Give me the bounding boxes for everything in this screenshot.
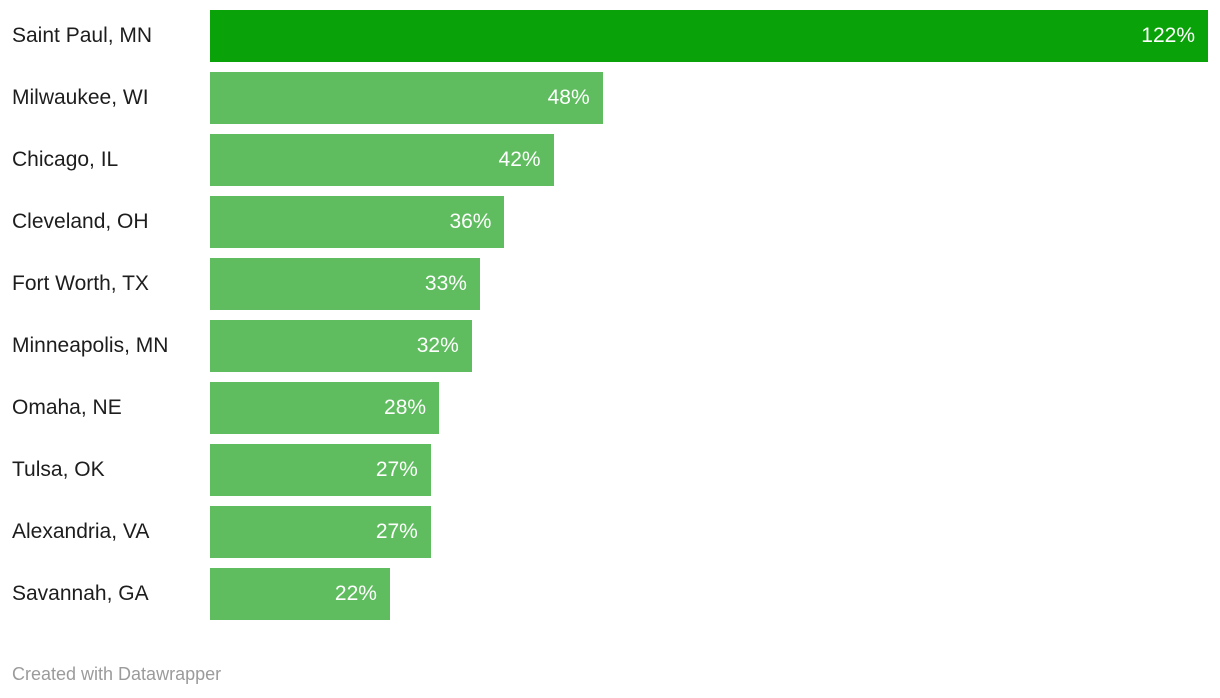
bar-value-label: 32% xyxy=(416,334,459,357)
category-label: Fort Worth, TX xyxy=(12,272,149,295)
bar[interactable]: 33% xyxy=(210,258,480,310)
bar-row: Chicago, IL 42% xyxy=(0,134,1220,186)
bar-value-label: 48% xyxy=(547,86,590,109)
bar[interactable]: 28% xyxy=(210,382,440,434)
category-label: Cleveland, OH xyxy=(12,210,149,233)
bar-row: Minneapolis, MN 32% xyxy=(0,320,1220,372)
bar-track: 42% xyxy=(210,134,1208,186)
bar[interactable]: 42% xyxy=(210,134,554,186)
bar-row: Alexandria, VA 27% xyxy=(0,506,1220,558)
bar-row: Tulsa, OK 27% xyxy=(0,444,1220,496)
bar-track: 122% xyxy=(210,10,1208,62)
bar-track: 28% xyxy=(210,382,1208,434)
bar-value-label: 36% xyxy=(449,210,492,233)
bar-row: Savannah, GA 22% xyxy=(0,568,1220,620)
category-label: Saint Paul, MN xyxy=(12,24,153,47)
bar-row: Omaha, NE 28% xyxy=(0,382,1220,434)
bar-row: Cleveland, OH 36% xyxy=(0,196,1220,248)
category-label: Savannah, GA xyxy=(12,582,149,605)
bar-track: 27% xyxy=(210,506,1208,558)
bar[interactable]: 48% xyxy=(210,72,603,124)
bar[interactable]: 22% xyxy=(210,568,390,620)
bar[interactable]: 32% xyxy=(210,320,472,372)
category-label: Minneapolis, MN xyxy=(12,334,169,357)
bar-value-label: 28% xyxy=(384,396,427,419)
bar-value-label: 33% xyxy=(424,272,467,295)
bar-row: Fort Worth, TX 33% xyxy=(0,258,1220,310)
bar-value-label: 42% xyxy=(498,148,541,171)
bar-track: 48% xyxy=(210,72,1208,124)
category-label: Alexandria, VA xyxy=(12,520,150,543)
bar-chart: Saint Paul, MN 122% Milwaukee, WI 48% Chicag… xyxy=(0,10,1220,630)
bar[interactable]: 27% xyxy=(210,506,431,558)
category-label: Chicago, IL xyxy=(12,148,119,171)
category-label: Milwaukee, WI xyxy=(12,86,149,109)
bar-row: Saint Paul, MN 122% xyxy=(0,10,1220,62)
bar-value-label: 27% xyxy=(375,458,418,481)
bar[interactable]: 122% xyxy=(210,10,1208,62)
category-label: Tulsa, OK xyxy=(12,458,105,481)
bar-track: 22% xyxy=(210,568,1208,620)
bar-track: 32% xyxy=(210,320,1208,372)
bar[interactable]: 36% xyxy=(210,196,505,248)
category-label: Omaha, NE xyxy=(12,396,122,419)
bar[interactable]: 27% xyxy=(210,444,431,496)
bar-row: Milwaukee, WI 48% xyxy=(0,72,1220,124)
bar-value-label: 122% xyxy=(1141,24,1195,47)
bar-track: 33% xyxy=(210,258,1208,310)
bar-track: 36% xyxy=(210,196,1208,248)
bar-value-label: 22% xyxy=(334,582,377,605)
bar-track: 27% xyxy=(210,444,1208,496)
chart-credit: Created with Datawrapper xyxy=(12,664,222,684)
bar-value-label: 27% xyxy=(375,520,418,543)
